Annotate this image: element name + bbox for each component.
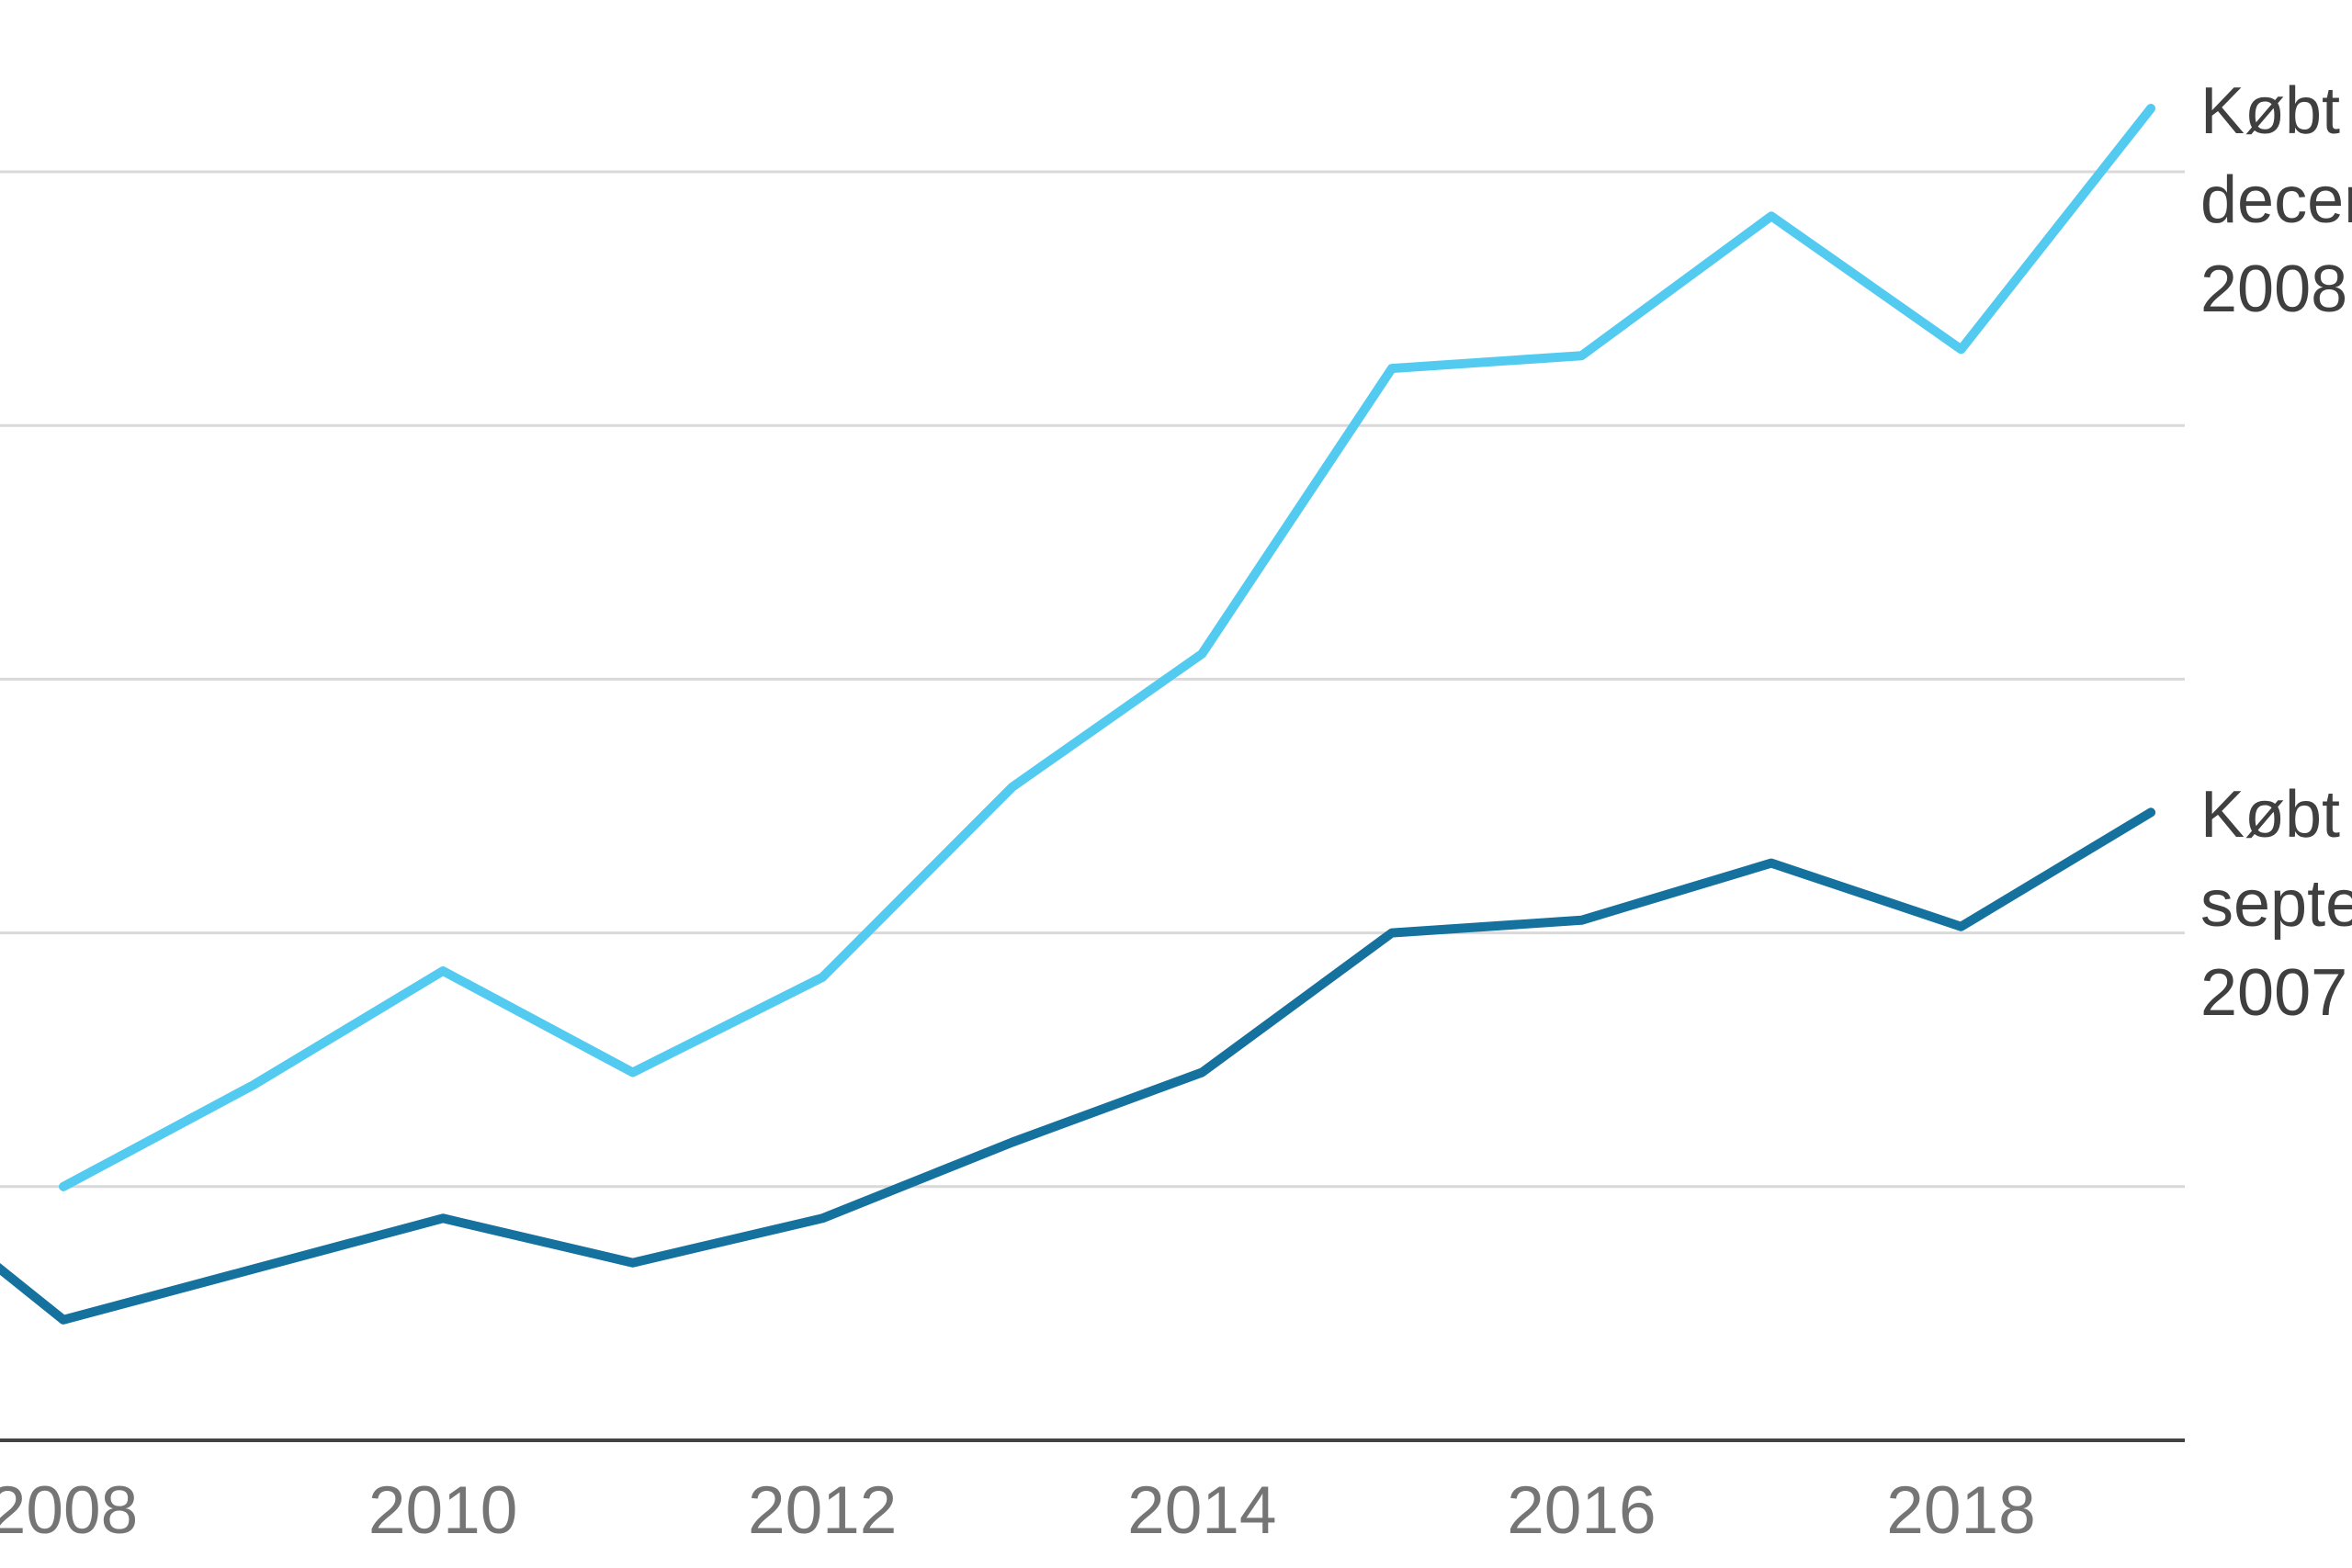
x-tick-label-2012: 2012 [747, 1473, 898, 1548]
series-line-k-bt-december-2008 [59, 104, 2156, 1191]
x-tick-label-2010: 2010 [368, 1473, 518, 1548]
series-line-k-bt-september-2007 [0, 807, 2156, 1325]
series-end-label-k-bt-september-2007: Købt september 2007 [2200, 778, 2352, 1031]
series-end-label-k-bt-december-2008: Købt december 2008 [2200, 73, 2352, 326]
x-tick-label-2008: 2008 [0, 1473, 139, 1548]
x-tick-label-2016: 2016 [1507, 1473, 1657, 1548]
x-tick-label-2018: 2018 [1886, 1473, 2036, 1548]
x-tick-label-2014: 2014 [1127, 1473, 1277, 1548]
